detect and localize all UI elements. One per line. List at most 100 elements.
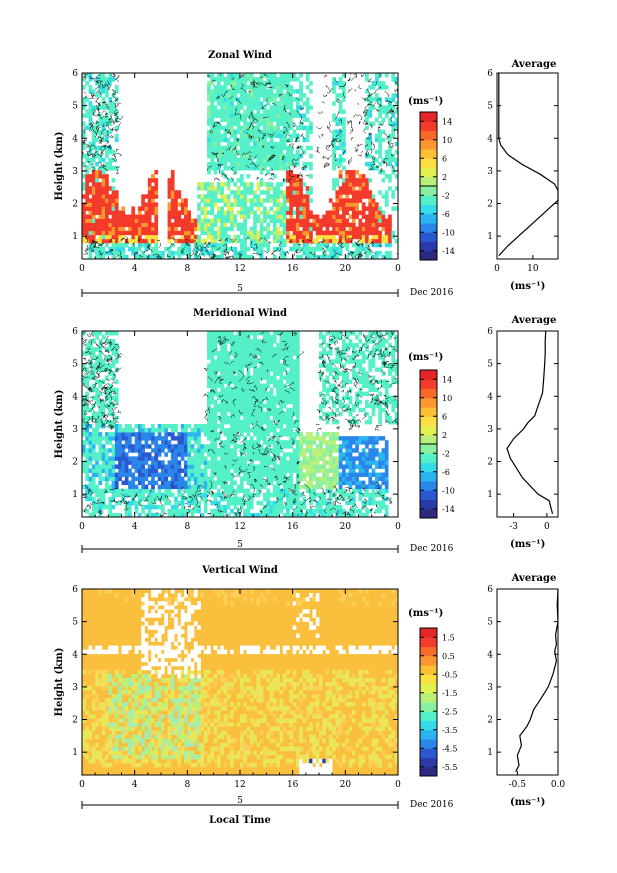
heatmap-cell <box>361 234 366 240</box>
heatmap-cell <box>207 226 211 232</box>
heatmap-cell <box>295 452 300 457</box>
heatmap-cell <box>91 166 96 171</box>
heatmap-cell <box>279 105 284 110</box>
heatmap-cell <box>368 230 373 236</box>
heatmap-cell <box>282 214 287 219</box>
heatmap-cell <box>91 105 96 110</box>
heatmap-cell <box>88 246 93 252</box>
heatmap-cell <box>332 399 336 405</box>
heatmap-cell <box>256 395 261 401</box>
heatmap-cell <box>108 149 113 155</box>
heatmap-cell <box>111 77 116 82</box>
heatmap-cell <box>243 234 247 240</box>
heatmap-cell <box>220 125 224 131</box>
heatmap-cell <box>355 440 359 445</box>
heatmap-cell <box>289 484 294 490</box>
heatmap-cell <box>147 464 152 469</box>
heatmap-cell <box>236 121 241 126</box>
heatmap-cell <box>371 214 376 219</box>
heatmap-cell <box>358 464 363 469</box>
heatmap-cell <box>203 210 208 215</box>
heatmap-cell <box>374 472 379 477</box>
heatmap-cell <box>272 93 277 98</box>
heatmap-cell <box>137 476 142 482</box>
heatmap-cell <box>220 242 224 248</box>
heatmap-cell <box>328 367 333 372</box>
heatmap-cell <box>233 73 238 78</box>
heatmap-cell <box>246 395 251 401</box>
heatmap-cell <box>256 464 261 469</box>
heatmap-cell <box>91 387 96 393</box>
heatmap-cell <box>105 472 109 477</box>
heatmap-cell <box>335 129 340 135</box>
heatmap-cell <box>289 383 294 389</box>
heatmap-cell <box>174 444 178 449</box>
heatmap-cell <box>276 500 280 506</box>
heatmap-cell <box>345 440 350 445</box>
heatmap-cell <box>342 198 346 203</box>
heatmap-cell <box>295 105 300 110</box>
heatmap-cell <box>141 448 145 453</box>
heatmap-cell <box>371 480 376 486</box>
heatmap-cell <box>230 129 234 135</box>
heatmap-cell <box>358 218 363 224</box>
heatmap-cell <box>233 419 238 425</box>
heatmap-cell <box>345 391 350 397</box>
heatmap-cell <box>85 206 89 211</box>
heatmap-cell <box>101 206 106 211</box>
heatmap-cell <box>328 339 333 344</box>
heatmap-cell <box>355 480 359 486</box>
heatmap-cell <box>348 484 353 490</box>
heatmap-cell <box>345 242 350 248</box>
heatmap-cell <box>253 149 257 155</box>
heatmap-cell <box>279 137 284 143</box>
heatmap-cell <box>351 460 356 465</box>
heatmap-cell <box>101 210 106 215</box>
heatmap-cell <box>253 93 257 98</box>
heatmap-cell <box>141 492 145 498</box>
heatmap-cell <box>286 415 290 421</box>
heatmap-cell <box>243 202 247 207</box>
heatmap-cell <box>256 407 261 413</box>
heatmap-cell <box>108 363 113 368</box>
heatmap-cell <box>216 460 221 465</box>
heatmap-cell <box>351 347 356 352</box>
heatmap-cell <box>276 117 280 122</box>
heatmap-cell <box>361 452 366 457</box>
heatmap-cell <box>279 218 284 224</box>
heatmap-cell <box>355 472 359 477</box>
heatmap-cell <box>365 97 369 102</box>
heatmap-cell <box>332 210 336 215</box>
heatmap-cell <box>226 452 231 457</box>
heatmap-cell <box>328 411 333 417</box>
heatmap-cell <box>101 500 106 506</box>
heatmap-cell <box>230 226 234 232</box>
heatmap-cell <box>233 379 238 384</box>
heatmap-cell <box>144 218 149 224</box>
heatmap-cell <box>197 504 201 510</box>
heatmap-cell <box>374 149 379 155</box>
heatmap-cell <box>272 222 277 228</box>
heatmap-cell <box>118 214 122 219</box>
heatmap-cell <box>332 129 336 135</box>
heatmap-cell <box>85 343 89 348</box>
heatmap-cell <box>351 375 356 380</box>
heatmap-cell <box>282 97 287 102</box>
heatmap-cell <box>101 73 106 78</box>
heatmap-cell <box>305 85 310 90</box>
heatmap-cell <box>167 222 172 228</box>
heatmap-cell <box>98 363 103 368</box>
heatmap-cell <box>220 415 224 421</box>
heatmap-cell <box>312 238 317 244</box>
heatmap-cell <box>114 472 119 477</box>
heatmap-cell <box>361 222 366 228</box>
heatmap-cell <box>216 109 221 114</box>
heatmap-cell <box>220 85 224 90</box>
heatmap-cell <box>230 375 234 380</box>
heatmap-cell <box>91 440 96 445</box>
heatmap-cell <box>207 170 211 175</box>
heatmap-cell <box>381 218 386 224</box>
heatmap-cell <box>276 202 280 207</box>
heatmap-cell <box>269 161 274 167</box>
heatmap-cell <box>190 464 195 469</box>
